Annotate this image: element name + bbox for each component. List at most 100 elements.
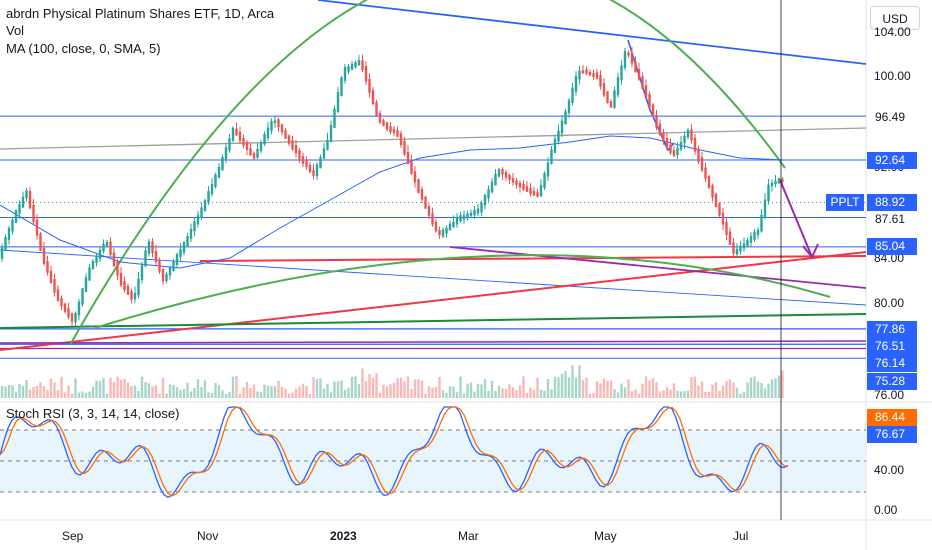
candle-body [144, 250, 147, 267]
candle-body [60, 297, 63, 307]
candle-body [732, 242, 735, 254]
volume-bar [756, 381, 760, 398]
volume-bar [77, 392, 81, 398]
candle-body [735, 248, 739, 255]
candle-body [266, 127, 270, 138]
candle-body [179, 248, 182, 258]
candle-body [336, 92, 340, 112]
time-tick: Sep [62, 529, 84, 543]
candle-body [690, 129, 693, 141]
volume-bar [739, 393, 742, 398]
candle-body [630, 53, 634, 64]
volume-bar [721, 385, 725, 398]
trend-line [199, 255, 867, 262]
volume-bar [4, 386, 7, 398]
volume-bar [557, 377, 560, 398]
volume-bar [672, 383, 676, 398]
volume-bar [746, 382, 749, 398]
volume-bar [350, 376, 354, 398]
candle-body [287, 135, 291, 144]
volume-bar [179, 390, 182, 398]
volume-bar [655, 382, 658, 398]
volume-bar [81, 391, 84, 398]
time-tick: Nov [197, 529, 219, 543]
candle-body [679, 142, 683, 150]
candle-body [186, 236, 189, 247]
candle-body [347, 66, 350, 72]
volume-bar [665, 387, 669, 398]
volume-legend[interactable]: Vol [6, 23, 25, 38]
candle-body [585, 69, 588, 74]
candle-body [35, 219, 39, 236]
volume-bar [336, 381, 340, 398]
candle-body [739, 245, 742, 252]
candle-body [770, 182, 774, 187]
volume-bar [368, 374, 371, 398]
candle-body [620, 65, 623, 81]
candle-body [350, 64, 354, 70]
candle-body [777, 178, 781, 184]
volume-bar [753, 376, 756, 398]
candle-body [462, 215, 466, 220]
volume-bar [651, 378, 655, 398]
candle-body [382, 120, 385, 126]
volume-bar [298, 386, 301, 398]
candle-body [277, 119, 280, 128]
candle-body [588, 71, 592, 76]
volume-bar [35, 385, 39, 398]
volume-bar [732, 382, 735, 398]
volume-bar [270, 386, 273, 398]
volume-bar [749, 377, 753, 398]
volume-bar [546, 379, 550, 398]
candle-body [158, 259, 161, 272]
volume-bar [119, 379, 123, 398]
volume-bar [305, 385, 308, 398]
candle-body [508, 174, 511, 180]
volume-bar [63, 392, 67, 398]
volume-bar [130, 386, 133, 398]
volume-bar [616, 392, 620, 398]
candle-body [329, 125, 333, 142]
volume-bar [294, 388, 298, 398]
volume-bar [21, 385, 25, 398]
candle-body [725, 222, 728, 236]
candle-body [476, 208, 480, 214]
volume-bar [158, 393, 161, 398]
candle-body [718, 203, 721, 216]
volume-bar [550, 389, 553, 398]
time-tick: May [594, 529, 617, 543]
stoch-legend[interactable]: Stoch RSI (3, 3, 14, 14, close) [6, 406, 180, 421]
arc-drawing [94, 254, 831, 329]
ma-legend[interactable]: MA (100, close, 0, SMA, 5) [6, 41, 161, 56]
volume-bar [161, 377, 165, 398]
candle-body [130, 291, 133, 300]
candle-body [67, 308, 70, 318]
volume-bar [690, 377, 693, 398]
volume-bar [420, 380, 424, 398]
currency-button[interactable]: USD [870, 6, 920, 30]
volume-bar [777, 375, 781, 398]
volume-bar [74, 378, 77, 398]
candle-body [298, 150, 301, 160]
candle-body [147, 241, 151, 254]
volume-bar [588, 393, 592, 398]
candle-body [767, 184, 770, 202]
candle-body [595, 72, 599, 79]
candle-body [109, 241, 112, 255]
volume-bar [396, 378, 399, 398]
volume-bar [385, 386, 389, 398]
candle-body [343, 67, 347, 81]
candle-body [553, 138, 557, 153]
volume-bar [725, 381, 728, 398]
candle-body [434, 221, 438, 232]
volume-bar [322, 388, 326, 398]
candle-body [140, 264, 144, 281]
candle-body [599, 75, 602, 87]
volume-bar [364, 381, 368, 398]
current-price-label: 88.92 [867, 194, 917, 211]
candle-body [151, 241, 154, 254]
symbol-tag: PPLT [826, 194, 864, 211]
candle-body [459, 215, 462, 222]
candle-body [371, 90, 375, 105]
